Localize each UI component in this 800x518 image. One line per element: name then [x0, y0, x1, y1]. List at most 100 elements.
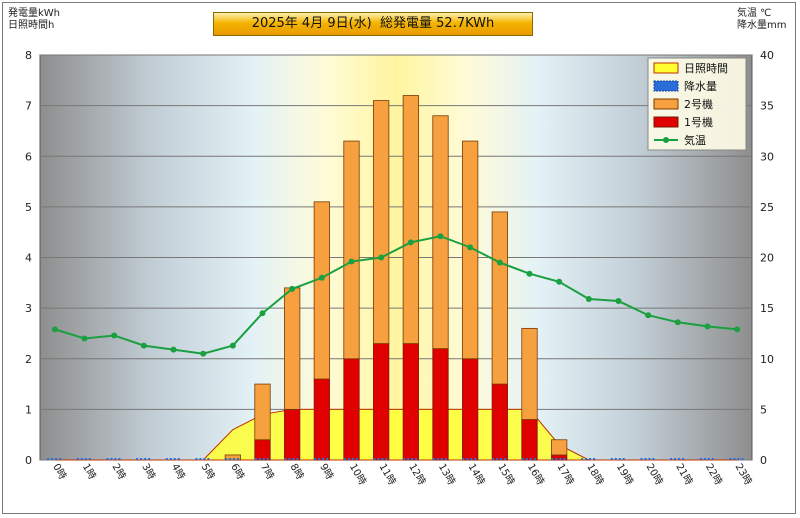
- temperature-point: [407, 239, 414, 246]
- temperature-line: [54, 235, 738, 355]
- right-tick-label: 40: [760, 49, 774, 62]
- bar-unit2: [313, 201, 330, 380]
- x-tick-label: 9時: [317, 462, 336, 482]
- x-tick-label: 6時: [228, 462, 247, 482]
- x-tick-label: 8時: [288, 462, 307, 482]
- temperature-point: [496, 259, 503, 266]
- bar-unit2: [224, 454, 241, 461]
- bar-unit2: [491, 211, 508, 385]
- bar-unit2: [254, 383, 271, 441]
- x-tick-label: 17時: [555, 462, 577, 488]
- bar-unit2: [284, 287, 301, 410]
- bar-unit1: [462, 358, 479, 461]
- bar-unit1: [373, 343, 390, 461]
- left-axis-ticks: 0 1 2 3 4 5 6 7 8: [25, 49, 32, 467]
- right-axis-unit-precipitation: 降水量mm: [737, 20, 787, 31]
- x-tick-label: 4時: [169, 462, 188, 482]
- right-tick-label: 10: [760, 353, 774, 366]
- legend-label: 降水量: [684, 79, 717, 93]
- left-tick-label: 7: [25, 100, 32, 113]
- chart-title: 2025年 4月 9日(水) 総発電量 52.7KWh: [213, 12, 533, 36]
- right-axis-unit-temperature: 気温 ℃: [737, 8, 772, 19]
- left-tick-label: 2: [25, 353, 32, 366]
- x-tick-label: 22時: [703, 462, 725, 488]
- temperature-point: [615, 298, 622, 305]
- x-tick-label: 7時: [258, 462, 277, 482]
- x-tick-label: 2時: [110, 462, 129, 482]
- legend-swatch-unit1: [653, 116, 679, 128]
- right-tick-label: 15: [760, 302, 774, 315]
- temperature-point: [378, 254, 385, 261]
- left-tick-label: 4: [25, 252, 32, 265]
- bar-unit2: [521, 327, 538, 420]
- legend-label: 気温: [684, 133, 706, 147]
- x-tick-label: 23時: [733, 462, 755, 488]
- x-tick-label: 5時: [199, 462, 218, 482]
- x-tick-label: 1時: [80, 462, 99, 482]
- x-tick-label: 3時: [139, 462, 158, 482]
- right-tick-label: 20: [760, 252, 774, 265]
- x-tick-label: 13時: [436, 462, 458, 488]
- x-tick-label: 0時: [50, 462, 69, 482]
- bar-unit1: [491, 383, 508, 461]
- left-tick-label: 8: [25, 49, 32, 62]
- temperature-point: [289, 285, 296, 292]
- bar-unit1: [254, 439, 271, 461]
- temperature-point: [259, 310, 266, 317]
- left-tick-label: 0: [25, 454, 32, 467]
- temperature-point: [318, 274, 325, 281]
- left-tick-label: 5: [25, 201, 32, 214]
- bar-unit1: [432, 348, 449, 461]
- temperature-point: [645, 312, 652, 319]
- temperature-point: [437, 233, 444, 240]
- temperature-point: [81, 335, 88, 342]
- temperature-point: [467, 244, 474, 251]
- temperature-point: [734, 326, 741, 333]
- bar-unit2: [343, 140, 360, 360]
- bar-unit1: [284, 408, 301, 461]
- x-tick-label: 19時: [614, 462, 636, 488]
- right-tick-label: 0: [760, 454, 767, 467]
- bar-unit1: [521, 419, 538, 461]
- temperature-line-group: [51, 233, 741, 357]
- left-axis-unit-sunshine: 日照時間h: [8, 20, 55, 31]
- bar-unit2: [402, 95, 419, 344]
- x-tick-label: 21時: [673, 462, 695, 488]
- bar-unit1: [313, 378, 330, 461]
- temperature-point: [200, 350, 207, 357]
- temperature-point: [674, 319, 681, 326]
- temperature-point: [111, 332, 118, 339]
- temperature-point: [556, 278, 563, 285]
- legend-swatch-sunshine: [653, 62, 679, 74]
- x-tick-label: 20時: [644, 462, 666, 488]
- right-tick-label: 35: [760, 100, 774, 113]
- x-tick-label: 11時: [377, 462, 399, 488]
- left-tick-label: 6: [25, 150, 32, 163]
- x-tick-label: 18時: [584, 462, 606, 488]
- legend-swatch-precipitation: [653, 80, 679, 92]
- x-tick-label: 12時: [406, 462, 428, 488]
- right-tick-label: 30: [760, 150, 774, 163]
- bar-unit2: [551, 439, 568, 456]
- bar-unit1: [343, 358, 360, 461]
- bar-unit2: [373, 100, 390, 344]
- legend-label: 2号機: [684, 97, 713, 111]
- right-tick-label: 5: [760, 403, 767, 416]
- temperature-point: [348, 258, 355, 265]
- temperature-point: [51, 326, 58, 333]
- bar-unit2: [432, 115, 449, 350]
- right-axis-ticks: 0 5 10 15 20 25 30 35 40: [760, 49, 774, 467]
- x-tick-label: 15時: [495, 462, 517, 488]
- legend-swatch-unit2: [653, 98, 679, 110]
- legend-swatch-temperature-marker: [663, 137, 669, 143]
- x-tick-label: 16時: [525, 462, 547, 488]
- x-tick-label: 10時: [347, 462, 369, 488]
- temperature-point: [140, 342, 147, 349]
- left-axis-unit-energy: 発電量kWh: [8, 8, 61, 19]
- temperature-point: [704, 323, 711, 330]
- left-tick-label: 3: [25, 302, 32, 315]
- bars-group: [47, 95, 745, 461]
- temperature-point: [526, 270, 533, 277]
- temperature-point: [585, 296, 592, 303]
